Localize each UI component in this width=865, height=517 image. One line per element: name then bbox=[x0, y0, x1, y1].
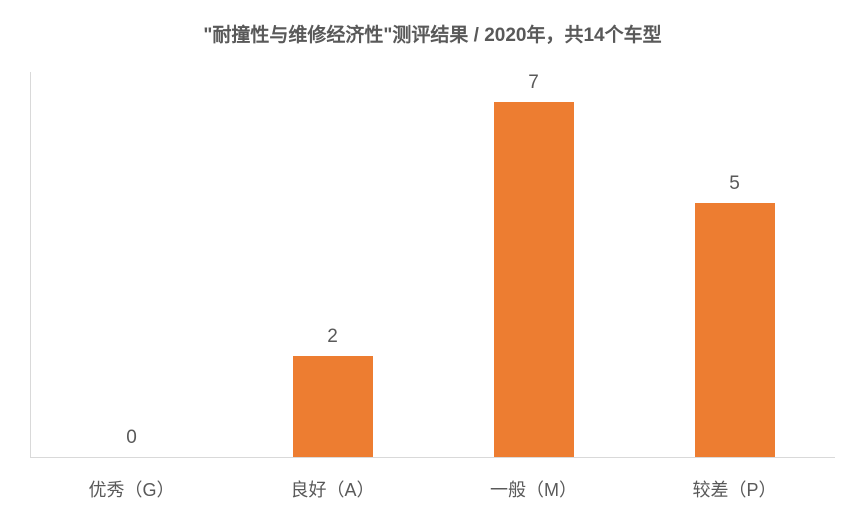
bar-group: 7 bbox=[484, 72, 584, 457]
bar-group: 2 bbox=[283, 72, 383, 457]
bar-value-label: 0 bbox=[126, 427, 137, 449]
bar-group: 0 bbox=[82, 72, 182, 457]
x-axis: 优秀（G） 良好（A） 一般（M） 较差（P） bbox=[30, 476, 835, 502]
x-axis-label: 较差（P） bbox=[685, 476, 785, 502]
bar-value-label: 2 bbox=[327, 326, 338, 348]
plot-area: 0 2 7 5 bbox=[30, 72, 835, 458]
x-axis-label: 一般（M） bbox=[484, 476, 584, 502]
bar-chart: "耐撞性与维修经济性"测评结果 / 2020年，共14个车型 0 2 7 5 优… bbox=[30, 20, 835, 487]
chart-title: "耐撞性与维修经济性"测评结果 / 2020年，共14个车型 bbox=[30, 20, 835, 47]
bar-value-label: 7 bbox=[528, 72, 539, 94]
bar bbox=[293, 356, 373, 457]
bar-value-label: 5 bbox=[729, 173, 740, 195]
x-axis-label: 良好（A） bbox=[283, 476, 383, 502]
x-axis-label: 优秀（G） bbox=[82, 476, 182, 502]
bar-group: 5 bbox=[685, 72, 785, 457]
bar bbox=[494, 102, 574, 457]
bar bbox=[695, 203, 775, 457]
